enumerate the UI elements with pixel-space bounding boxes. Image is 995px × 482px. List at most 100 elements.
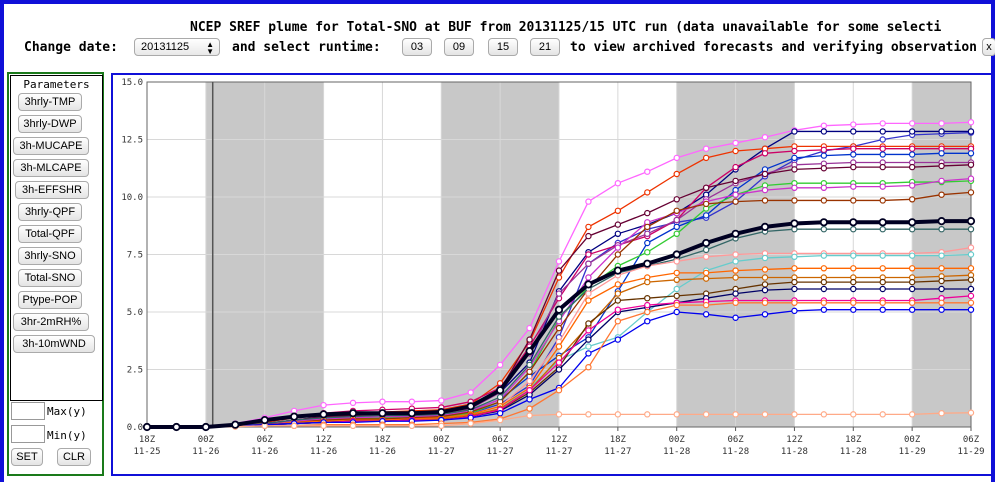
series-20-point-19 [702, 311, 710, 318]
series-22-point-14 [555, 411, 563, 418]
x-tick-label-2: 06Z [257, 435, 274, 445]
series-15-point-21 [761, 266, 769, 273]
series-10-point-14 [555, 324, 563, 332]
param-button-3hrly-dwp[interactable]: 3hrly-DWP [18, 115, 82, 133]
date-select[interactable]: 20131125 ▲ ▼ [134, 38, 220, 56]
series-15-point-14 [555, 343, 563, 350]
series-0-point-24 [850, 121, 857, 128]
series-15-point-26 [908, 265, 916, 272]
x-tick-date-14: 11-29 [957, 447, 984, 457]
series-11-point-11 [466, 402, 475, 411]
date-select-value: 20131125 [141, 41, 190, 53]
y-tick-label-5: 12.5 [121, 136, 143, 146]
param-button-total-sno[interactable]: Total-SNO [18, 269, 82, 287]
series-9-point-28 [967, 175, 975, 182]
series-0-point-28 [967, 119, 975, 126]
series-15-point-25 [879, 265, 886, 272]
series-22-point-13 [526, 412, 533, 419]
series-21-point-13 [526, 405, 533, 412]
param-button-3hrly-qpf[interactable]: 3hrly-QPF [18, 203, 82, 221]
series-11-point-15 [584, 280, 593, 289]
max-y-label: Max(y) [47, 405, 87, 418]
series-15-point-16 [614, 281, 622, 288]
param-button-3h-effshr[interactable]: 3h-EFFSHR [15, 181, 89, 199]
series-22-point-8 [379, 422, 386, 430]
series-5-point-17 [644, 239, 651, 247]
series-2-point-24 [850, 128, 857, 135]
series-0-point-6 [320, 401, 327, 409]
series-7-point-20 [732, 177, 739, 185]
series-8-point-18 [673, 230, 680, 237]
series-0-point-11 [467, 389, 474, 396]
series-0-point-9 [408, 398, 416, 405]
series-7-point-27 [938, 162, 945, 170]
param-button-3hrly-tmp[interactable]: 3hrly-TMP [18, 93, 82, 111]
series-11-point-21 [760, 222, 770, 231]
series-0-point-21 [761, 134, 769, 141]
runtime-button-21[interactable]: 21 [530, 38, 560, 56]
series-14-point-25 [879, 252, 886, 259]
series-21-point-14 [555, 387, 563, 394]
param-button-total-qpf[interactable]: Total-QPF [18, 225, 82, 243]
series-9-point-23 [820, 184, 828, 192]
series-21-point-27 [938, 299, 945, 306]
series-7-point-23 [820, 165, 828, 172]
set-button[interactable]: SET [11, 448, 43, 466]
max-y-input[interactable] [11, 402, 45, 420]
series-11-point-24 [849, 218, 858, 227]
param-button-3h-10mwnd[interactable]: 3h-10mWND [13, 335, 95, 353]
series-7-point-25 [879, 163, 886, 171]
param-button-3hr-2mrh[interactable]: 3hr-2mRH% [13, 313, 89, 331]
runtime-button-03[interactable]: 03 [402, 38, 432, 56]
series-14-point-27 [938, 252, 945, 259]
tick-labels: 0.0 2.5 5.0 7.5 10.0 12.5 15.0 18Z 11-25 00Z 11-26… [121, 78, 984, 457]
series-11-point-8 [378, 409, 387, 418]
x-tick-date-10: 11-28 [722, 447, 749, 457]
x-tick-label-5: 00Z [433, 435, 450, 445]
series-9-point-21 [761, 186, 769, 194]
clr-button[interactable]: CLR [57, 448, 91, 466]
series-14-point-18 [673, 285, 680, 293]
series-22-point-6 [320, 422, 327, 430]
series-10-point-24 [850, 197, 857, 204]
y-tick-label-6: 15.0 [121, 78, 143, 88]
series-17-point-18 [673, 292, 680, 300]
series-0-point-23 [820, 122, 828, 129]
series-11-point-14 [554, 305, 564, 314]
series-12-point-23 [820, 225, 828, 233]
series-4-point-23 [820, 146, 828, 154]
series-22-point-27 [938, 410, 945, 417]
series-17-point-21 [761, 281, 769, 288]
series-20-point-13 [526, 396, 533, 403]
series-8-point-17 [644, 248, 651, 256]
series-4-point-20 [732, 163, 739, 171]
parameters-panel: Parameters 3hrly-TMP 3hrly-DWP 3h-MUCAPE… [7, 72, 104, 476]
min-y-input[interactable] [11, 425, 45, 443]
runtime-button-15[interactable]: 15 [488, 38, 518, 56]
param-button-ptype-pop[interactable]: Ptype-POP [18, 291, 82, 309]
series-11-point-7 [348, 409, 358, 418]
x-tick-date-6: 11-27 [487, 447, 514, 457]
series-22-point-28 [967, 409, 975, 416]
series-7-point-16 [614, 221, 622, 228]
param-button-3h-mucape[interactable]: 3h-MUCAPE [13, 137, 89, 155]
series-21-point-20 [732, 299, 739, 306]
series-17-point-23 [820, 278, 828, 286]
series-11-point-19 [702, 238, 711, 248]
series-20-point-17 [644, 317, 651, 325]
overflow-button[interactable]: x [982, 38, 995, 56]
series-15-point-15 [585, 297, 592, 304]
series-17-point-25 [879, 278, 886, 286]
series-18-point-28 [967, 285, 975, 293]
runtime-button-09[interactable]: 09 [444, 38, 474, 56]
series-22-point-16 [614, 411, 622, 418]
series-22-point-5 [290, 422, 298, 430]
series-11-point-23 [819, 218, 828, 227]
plume-chart: 0.0 2.5 5.0 7.5 10.0 12.5 15.0 18Z 11-25 00Z 11-26… [121, 78, 984, 457]
series-5-point-19 [702, 212, 710, 219]
series-12-point-13 [526, 361, 533, 369]
param-button-3h-mlcape[interactable]: 3h-MLCAPE [13, 159, 89, 177]
param-button-3hrly-sno[interactable]: 3hrly-SNO [18, 247, 82, 265]
series-3-point-17 [644, 189, 651, 196]
series-14-point-20 [732, 258, 739, 265]
